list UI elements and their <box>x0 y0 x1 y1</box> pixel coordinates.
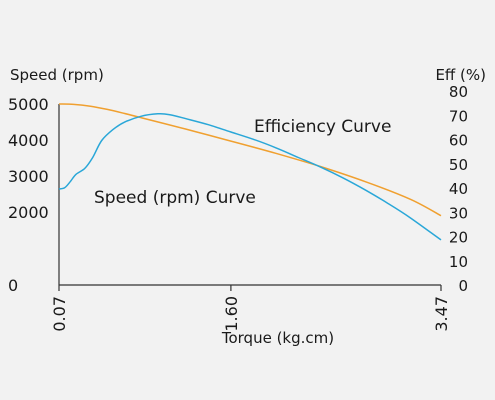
x-axis-title: Torque (kg.cm) <box>221 329 334 347</box>
y-right-tick-label: 70 <box>449 107 468 125</box>
y-left-tick-label: 4000 <box>8 131 49 150</box>
right-axis-title: Eff (%) <box>435 66 486 84</box>
speed-curve-line <box>58 103 442 217</box>
y-right-tick-label: 40 <box>449 180 468 198</box>
efficiency-curve-label: Efficiency Curve <box>254 117 391 137</box>
left-axis-title: Speed (rpm) <box>10 66 104 84</box>
x-tick-label: 0.07 <box>50 296 69 332</box>
y-left-tick-label: 0 <box>8 276 18 295</box>
y-right-tick-label: 0 <box>458 277 468 295</box>
x-tick-label: 3.47 <box>432 296 451 332</box>
y-left-tick-label: 2000 <box>8 203 49 222</box>
y-right-tick-label: 60 <box>449 132 468 150</box>
series-labels-layer: Efficiency Curve Speed (rpm) Curve <box>94 117 391 208</box>
speed-curve-label: Speed (rpm) Curve <box>94 188 256 208</box>
y-right-tick-label: 50 <box>449 156 468 174</box>
y-right-tick-label: 80 <box>449 83 468 101</box>
y-right-tick-label: 10 <box>449 253 468 271</box>
y-left-tick-label: 3000 <box>8 167 49 186</box>
y-right-tick-label: 20 <box>449 229 468 247</box>
y-right-tick-label: 30 <box>449 204 468 222</box>
ticks-layer: 0 2000 3000 4000 5000 0 10 20 30 40 50 60 70 80 0.07 1.… <box>8 83 468 332</box>
y-left-tick-label: 5000 <box>8 95 49 114</box>
series-layer <box>58 103 442 241</box>
x-tick-label: 1.60 <box>222 296 241 332</box>
efficiency-curve-line <box>58 112 442 241</box>
